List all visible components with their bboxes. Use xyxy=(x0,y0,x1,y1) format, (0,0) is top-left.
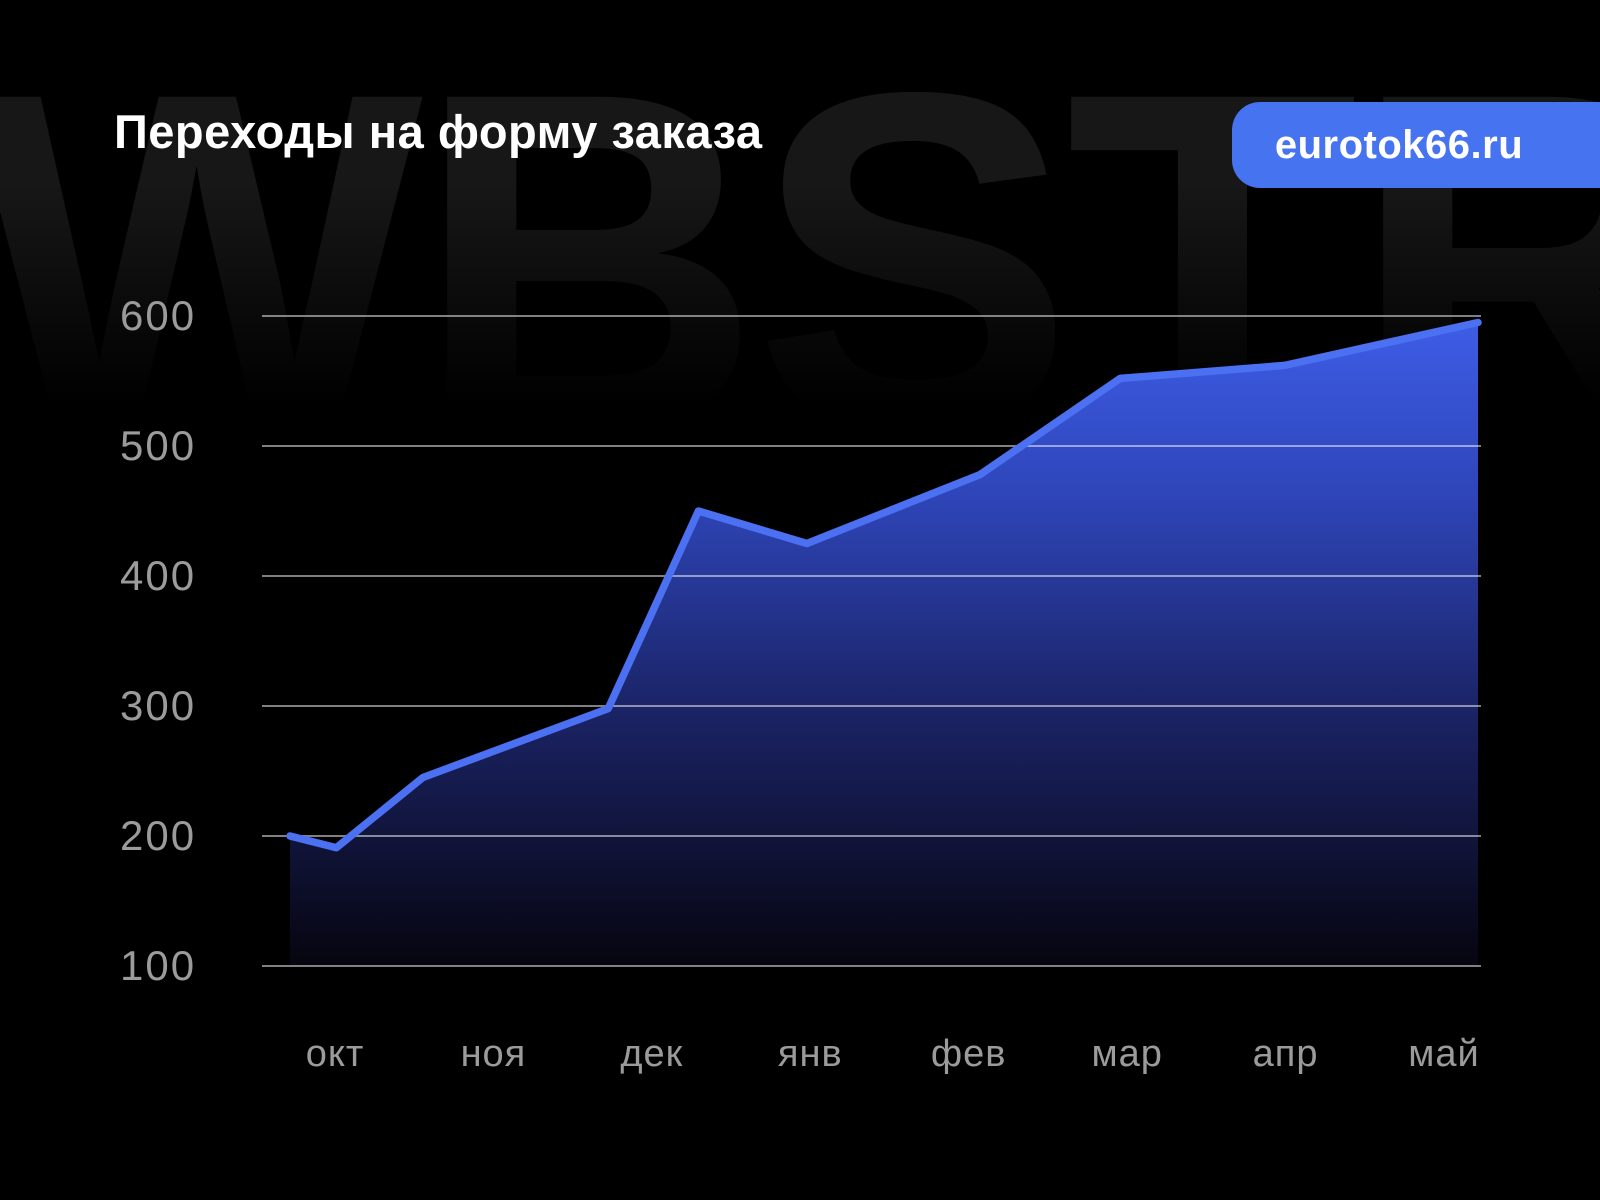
chart-line xyxy=(286,318,1482,852)
x-axis-month-label: фев xyxy=(930,1033,1007,1075)
site-badge-label: eurotok66.ru xyxy=(1274,122,1524,167)
chart-area-fill xyxy=(290,322,1478,966)
x-axis-month-label: окт xyxy=(305,1033,365,1075)
x-axis-month-label: апр xyxy=(1252,1033,1319,1075)
y-axis-tick-label: 600 xyxy=(120,292,197,339)
y-axis-tick-label: 500 xyxy=(120,422,197,469)
x-axis-month-label: мар xyxy=(1091,1033,1163,1075)
y-axis-tick-label: 300 xyxy=(120,682,197,729)
y-axis-tick-label: 100 xyxy=(120,942,197,989)
x-axis-month-label: май xyxy=(1408,1033,1480,1075)
y-axis-tick-label: 200 xyxy=(120,812,197,859)
site-badge[interactable]: eurotok66.ru xyxy=(1232,102,1600,188)
x-axis-month-label: ноя xyxy=(460,1033,527,1075)
x-axis-month-label: дек xyxy=(620,1033,684,1075)
x-axis-month-label: янв xyxy=(777,1033,843,1075)
page-title: Переходы на форму заказа xyxy=(114,105,763,158)
chart-gridlines xyxy=(262,315,1481,967)
y-axis-tick-label: 400 xyxy=(120,552,197,599)
